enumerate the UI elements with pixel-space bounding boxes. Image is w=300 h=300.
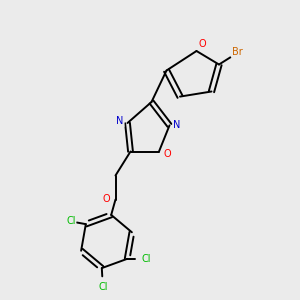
Text: O: O	[164, 149, 171, 160]
Text: Cl: Cl	[99, 282, 108, 292]
Text: N: N	[116, 116, 124, 127]
Text: N: N	[173, 120, 181, 130]
Text: O: O	[103, 194, 110, 205]
Text: O: O	[198, 39, 206, 50]
Text: Cl: Cl	[142, 254, 152, 264]
Text: Cl: Cl	[66, 216, 76, 226]
Text: Br: Br	[232, 46, 242, 57]
